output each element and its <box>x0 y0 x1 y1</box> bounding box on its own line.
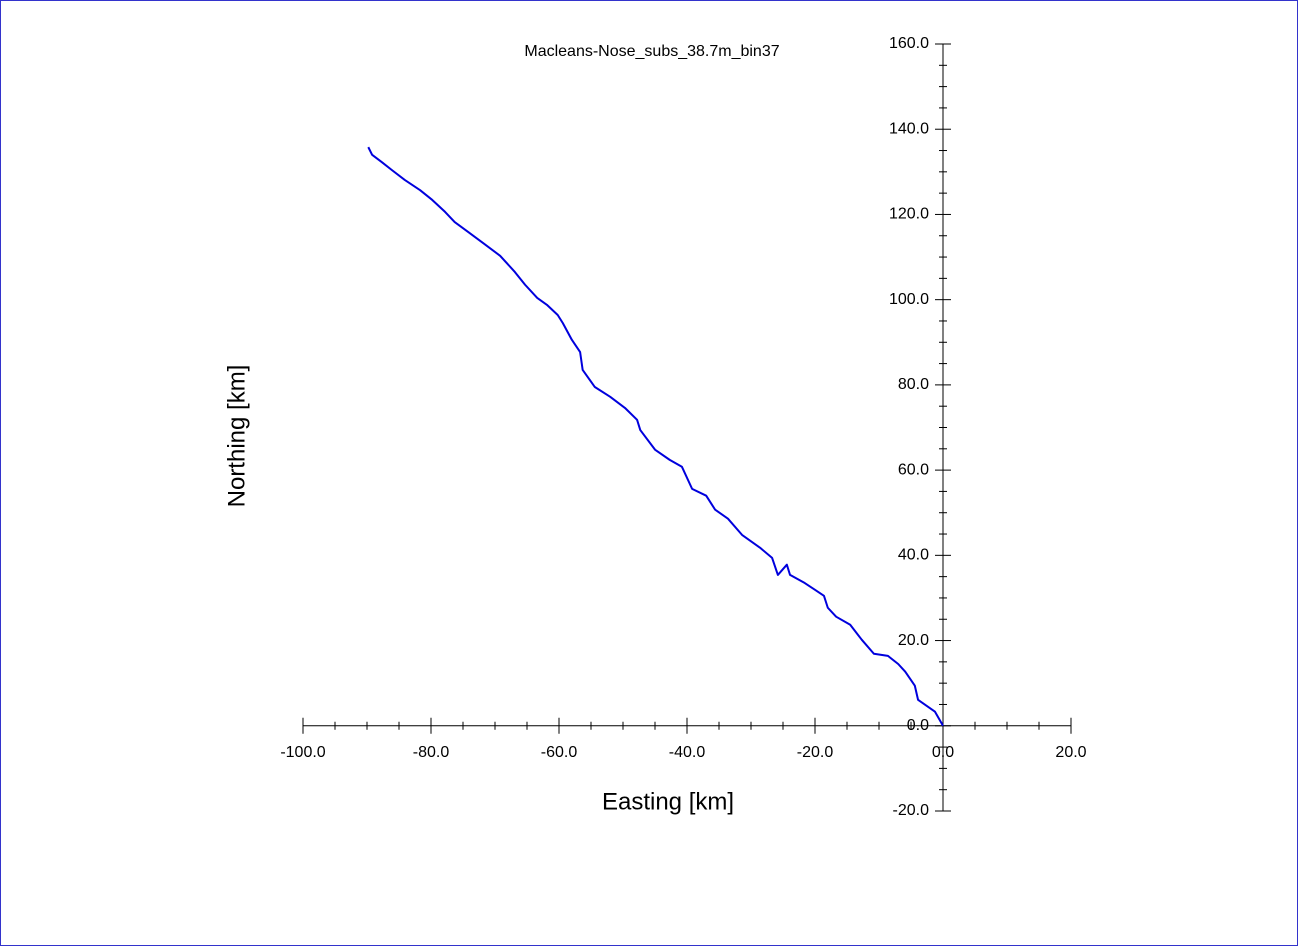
x-tick-label: -80.0 <box>413 744 450 761</box>
y-tick-label: 100.0 <box>889 291 929 308</box>
x-tick-label: 20.0 <box>1055 744 1086 761</box>
y-tick-label: 20.0 <box>898 632 929 649</box>
y-tick-label: 140.0 <box>889 120 929 137</box>
x-axis-title: Easting [km] <box>602 788 734 815</box>
y-tick-label: 40.0 <box>898 547 929 564</box>
y-tick-label: -20.0 <box>893 802 930 819</box>
y-tick-label: 120.0 <box>889 206 929 223</box>
y-axis-title: Northing [km] <box>223 365 250 508</box>
x-tick-label: -100.0 <box>280 744 325 761</box>
y-tick-label: 60.0 <box>898 461 929 478</box>
y-tick-label: 0.0 <box>907 717 929 734</box>
chart-title: Macleans-Nose_subs_38.7m_bin37 <box>524 43 779 60</box>
track-line <box>367 146 944 727</box>
x-tick-label: -60.0 <box>541 744 578 761</box>
x-tick-label: 0.0 <box>932 744 954 761</box>
x-tick-label: -40.0 <box>669 744 706 761</box>
y-tick-label: 80.0 <box>898 376 929 393</box>
y-tick-label: 160.0 <box>889 35 929 52</box>
x-tick-label: -20.0 <box>797 744 834 761</box>
